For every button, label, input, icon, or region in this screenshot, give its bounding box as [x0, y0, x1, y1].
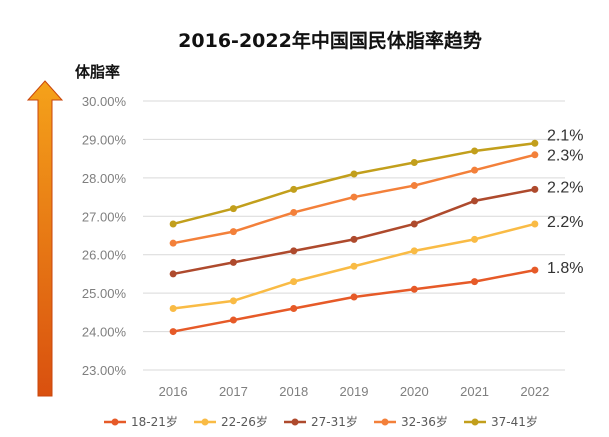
x-tick-label: 2021 [460, 384, 489, 399]
x-tick-label: 2016 [159, 384, 188, 399]
data-point [290, 185, 298, 193]
legend-label: 32-36岁 [401, 414, 448, 429]
series-4 [169, 151, 539, 247]
legend-item: 22-26岁 [194, 414, 268, 429]
x-tick-label: 2019 [340, 384, 369, 399]
gridlines [143, 100, 565, 371]
x-tick-label: 2018 [279, 384, 308, 399]
data-point [229, 258, 237, 266]
legend-item: 18-21岁 [104, 414, 178, 429]
data-point [169, 220, 177, 228]
data-point [350, 293, 358, 301]
data-point [471, 235, 479, 243]
data-point [471, 166, 479, 174]
y-tick-label: 25.00% [82, 286, 127, 301]
y-tick-label: 26.00% [82, 248, 127, 263]
data-point [169, 305, 177, 313]
data-point [531, 151, 539, 159]
legend-label: 37-41岁 [491, 414, 538, 429]
data-point [290, 305, 298, 313]
y-tick-label: 30.00% [82, 94, 127, 109]
series-2 [169, 220, 539, 313]
data-point [290, 247, 298, 255]
y-tick-label: 28.00% [82, 171, 127, 186]
y-axis-label: 体脂率 [75, 63, 120, 81]
data-point [350, 235, 358, 243]
series-line [172, 142, 536, 226]
legend-marker [201, 418, 209, 426]
legend-item: 27-31岁 [284, 414, 358, 429]
legend-label: 27-31岁 [311, 414, 358, 429]
end-value-label: 2.3% [547, 147, 583, 164]
data-point [410, 158, 418, 166]
data-point [531, 220, 539, 228]
end-value-label: 1.8% [547, 260, 583, 277]
y-tick-label: 23.00% [82, 363, 127, 378]
legend-item: 37-41岁 [464, 414, 538, 429]
x-tick-label: 2020 [400, 384, 429, 399]
legend-label: 22-26岁 [221, 414, 268, 429]
data-point [410, 247, 418, 255]
data-point [410, 285, 418, 293]
legend-marker [111, 418, 119, 426]
data-point [229, 316, 237, 324]
x-axis-ticks: 2016 2017 2018 2019 2020 2021 2022 [159, 384, 550, 399]
data-point [410, 220, 418, 228]
data-point [290, 278, 298, 286]
legend-marker [291, 418, 299, 426]
data-point [471, 197, 479, 205]
data-point [169, 328, 177, 336]
data-point [350, 193, 358, 201]
legend-item: 32-36岁 [374, 414, 448, 429]
data-point [229, 228, 237, 236]
end-value-label: 2.2% [547, 214, 583, 231]
data-point [169, 270, 177, 278]
series-1 [169, 266, 539, 336]
data-point [350, 170, 358, 178]
end-labels: 1.8% 2.2% 2.2% 2.3% 2.1% [547, 127, 583, 277]
data-point [410, 182, 418, 190]
up-arrow-icon [26, 80, 64, 397]
data-point [531, 139, 539, 147]
end-value-label: 2.2% [547, 179, 583, 196]
data-point [471, 278, 479, 286]
y-axis-ticks: 23.00% 24.00% 25.00% 26.00% 27.00% 28.00% 29.0… [82, 94, 127, 378]
end-value-label: 2.1% [547, 127, 583, 144]
y-tick-label: 27.00% [82, 209, 127, 224]
x-tick-label: 2017 [219, 384, 248, 399]
data-point [229, 297, 237, 305]
data-point [531, 185, 539, 193]
legend: 18-21岁 22-26岁 27-31岁 32-36岁 37-41岁 [104, 414, 538, 429]
series-5 [169, 139, 539, 228]
data-point [290, 208, 298, 216]
legend-marker [381, 418, 389, 426]
chart-title: 2016-2022年中国国民体脂率趋势 [178, 29, 482, 52]
data-point [350, 262, 358, 270]
data-point [531, 266, 539, 274]
data-point [471, 147, 479, 155]
legend-marker [471, 418, 479, 426]
x-tick-label: 2022 [520, 384, 549, 399]
y-tick-label: 29.00% [82, 132, 127, 147]
series-lines [169, 139, 539, 336]
legend-label: 18-21岁 [131, 414, 178, 429]
series-3 [169, 185, 539, 278]
y-tick-label: 24.00% [82, 325, 127, 340]
data-point [169, 239, 177, 247]
data-point [229, 205, 237, 213]
